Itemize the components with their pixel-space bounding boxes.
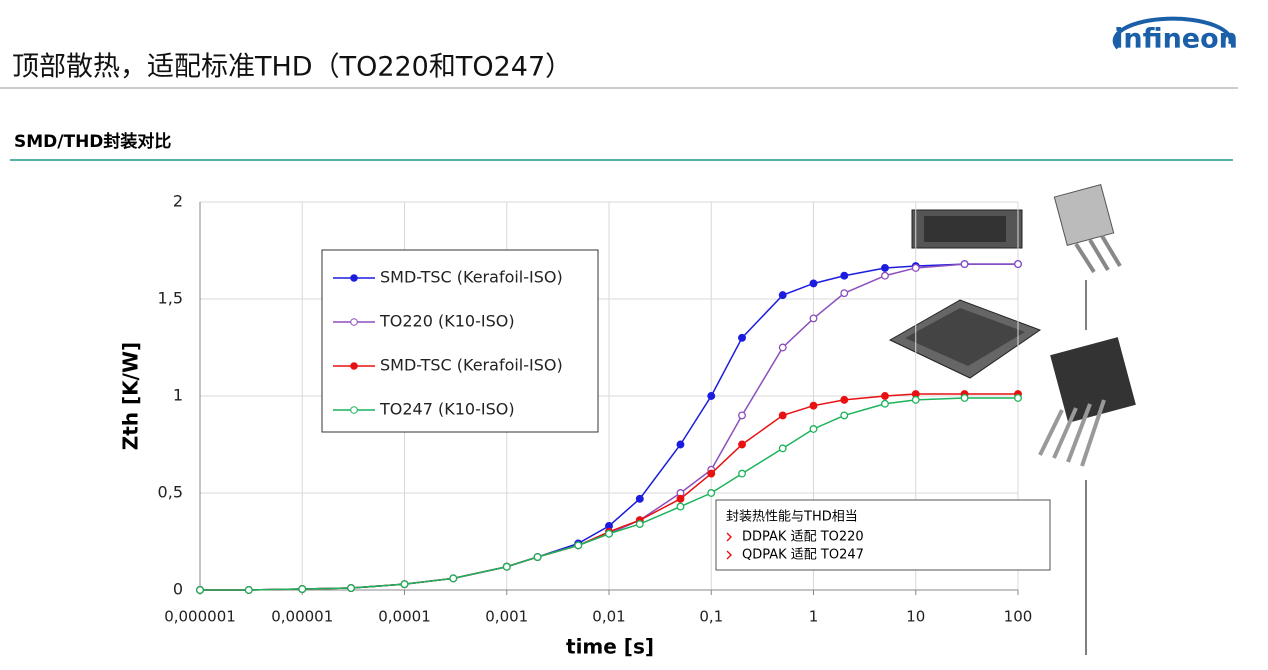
data-point bbox=[1014, 260, 1022, 269]
y-tick-label: 0,5 bbox=[158, 483, 183, 502]
section-title: SMD/THD封装对比 bbox=[14, 131, 171, 152]
legend-marker bbox=[350, 318, 358, 326]
data-point bbox=[605, 529, 613, 538]
annotation-item: QDPAK 适配 TO247 bbox=[742, 548, 864, 563]
package-lead bbox=[1038, 409, 1064, 456]
chart: Zth [K/W] time [s] bbox=[119, 342, 654, 659]
x-tick-label: 1 bbox=[809, 608, 819, 626]
package-lead bbox=[1088, 238, 1110, 272]
data-point bbox=[676, 494, 685, 503]
x-tick-label: 10 bbox=[906, 608, 925, 626]
data-point bbox=[738, 411, 746, 420]
data-point bbox=[840, 271, 849, 280]
data-point bbox=[449, 574, 458, 583]
data-point bbox=[635, 520, 644, 528]
x-tick-label: 0,000001 bbox=[164, 608, 236, 626]
bullet bbox=[726, 550, 732, 560]
y-tick-label: 1,5 bbox=[158, 289, 183, 308]
y-tick-label: 1 bbox=[173, 386, 183, 405]
logo: infineon bbox=[1114, 24, 1238, 55]
data-point bbox=[809, 279, 818, 288]
data-point bbox=[778, 444, 787, 453]
x-tick-label: 0,00001 bbox=[271, 608, 333, 626]
data-point bbox=[533, 553, 542, 561]
legend-label: TO247 (K10-ISO) bbox=[379, 400, 515, 419]
data-point bbox=[809, 401, 818, 410]
data-point bbox=[347, 584, 355, 593]
legend-label: SMD-TSC (Kerafoil-ISO) bbox=[380, 356, 563, 375]
data-point bbox=[298, 585, 307, 593]
data-point bbox=[707, 392, 716, 400]
annotation-box bbox=[715, 499, 1051, 571]
x-tick-label: 0,1 bbox=[699, 608, 723, 626]
y-tick-label: 2 bbox=[173, 192, 183, 211]
data-point bbox=[400, 580, 409, 589]
package-images bbox=[888, 184, 1136, 655]
data-point bbox=[196, 586, 204, 594]
data-point bbox=[676, 440, 685, 449]
legend-marker bbox=[350, 362, 358, 370]
data-point bbox=[574, 541, 583, 550]
legend-label: TO220 (K10-ISO) bbox=[379, 312, 515, 331]
y-tick-label: 0 bbox=[173, 580, 183, 599]
package-to220 bbox=[1053, 184, 1115, 246]
data-point bbox=[840, 289, 849, 298]
package-die bbox=[905, 308, 1025, 366]
legend-marker bbox=[350, 274, 358, 282]
data-point bbox=[881, 399, 889, 408]
data-point bbox=[881, 271, 889, 280]
data-point bbox=[809, 314, 818, 323]
data-point bbox=[738, 333, 746, 342]
data-point bbox=[707, 489, 716, 497]
data-point bbox=[635, 494, 644, 503]
data-point bbox=[881, 264, 889, 272]
data-point bbox=[738, 469, 746, 478]
annotation-item: DDPAK 适配 TO220 bbox=[742, 530, 864, 545]
legend-box bbox=[321, 249, 599, 433]
data-point bbox=[707, 469, 716, 478]
package-die bbox=[924, 216, 1006, 242]
data-point bbox=[778, 411, 787, 420]
data-point bbox=[778, 343, 787, 352]
slide-title: 顶部散热，适配标准THD（TO220和TO247） bbox=[12, 52, 572, 83]
data-point bbox=[911, 264, 920, 272]
package-lead bbox=[1080, 399, 1106, 467]
data-point bbox=[738, 440, 746, 449]
data-point bbox=[960, 260, 969, 269]
data-point bbox=[1014, 393, 1022, 402]
data-point bbox=[809, 425, 818, 433]
package-to247 bbox=[1050, 337, 1136, 423]
x-tick-label: 0,01 bbox=[592, 608, 625, 626]
x-tick-label: 0,0001 bbox=[378, 608, 431, 626]
data-point bbox=[244, 586, 253, 594]
bullet bbox=[726, 532, 732, 542]
data-point bbox=[676, 502, 685, 511]
package-lead bbox=[1052, 407, 1078, 459]
x-tick-label: 0,001 bbox=[485, 608, 528, 626]
data-point bbox=[840, 411, 849, 420]
data-point bbox=[502, 562, 511, 571]
package-lead bbox=[1100, 234, 1122, 268]
legend-label: SMD-TSC (Kerafoil-ISO) bbox=[380, 268, 563, 287]
legend-marker bbox=[350, 406, 358, 414]
data-point bbox=[960, 393, 969, 402]
logo-swoosh bbox=[1112, 16, 1233, 50]
data-point bbox=[911, 395, 920, 404]
data-point bbox=[840, 395, 849, 404]
package-lead bbox=[1066, 403, 1092, 463]
x-tick-label: 100 bbox=[1004, 608, 1033, 626]
x-axis-label: time [s] bbox=[566, 635, 654, 659]
data-point bbox=[778, 291, 787, 300]
y-axis-label: Zth [K/W] bbox=[119, 342, 143, 450]
data-point bbox=[881, 392, 889, 400]
annotation-title: 封装热性能与THD相当 bbox=[726, 510, 858, 525]
package-lead bbox=[1074, 242, 1096, 274]
